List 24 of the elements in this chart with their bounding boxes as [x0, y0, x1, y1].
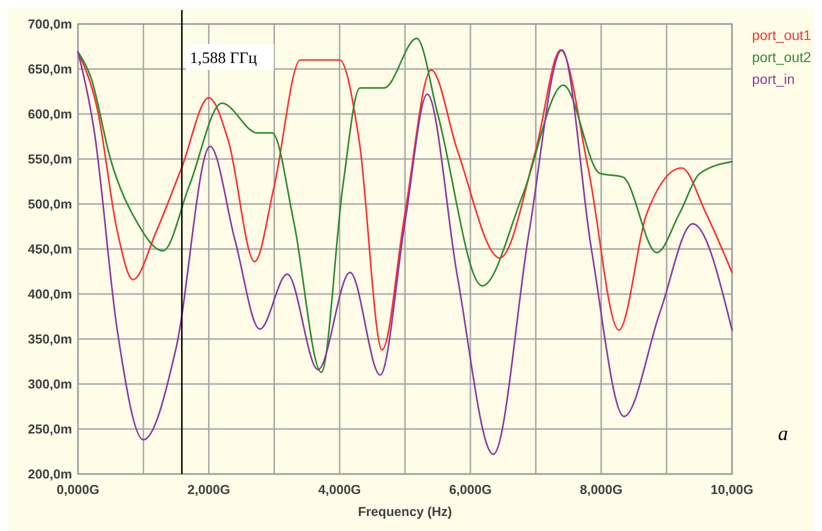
text: port_out1	[752, 27, 812, 43]
x-tick-label: 8,000G	[580, 482, 623, 497]
y-tick-label: 550,0m	[28, 152, 72, 167]
text: a	[778, 423, 788, 445]
y-tick-label: 500,0m	[28, 196, 72, 212]
y-tick-label: 350,0m	[28, 332, 72, 347]
text: port_out2	[752, 49, 812, 65]
x-tick-label: 6,000G	[449, 482, 492, 497]
x-tick-label: 10,00G	[710, 482, 754, 497]
y-tick-label: 400,0m	[28, 286, 72, 302]
x-tick-label: 4,000G	[318, 482, 361, 497]
line-series	[77, 49, 733, 455]
y-tick-label: 450,0m	[28, 242, 72, 257]
text: port_in	[752, 71, 795, 87]
ref-line-label: 1,588 ГГц	[190, 50, 258, 67]
x-tick-label: 2,000G	[187, 482, 230, 497]
y-tick-label: 700,0m	[28, 16, 72, 32]
x-axis-title: Frequency (Hz)	[358, 504, 452, 519]
y-tick-label: 200,0m	[28, 466, 72, 482]
y-tick-label: 250,0m	[28, 422, 72, 437]
y-tick-label: 300,0m	[28, 376, 72, 392]
y-tick-label: 600,0m	[28, 106, 72, 122]
y-tick-label: 650,0m	[28, 62, 72, 77]
x-tick-label: 0,000G	[56, 482, 100, 497]
